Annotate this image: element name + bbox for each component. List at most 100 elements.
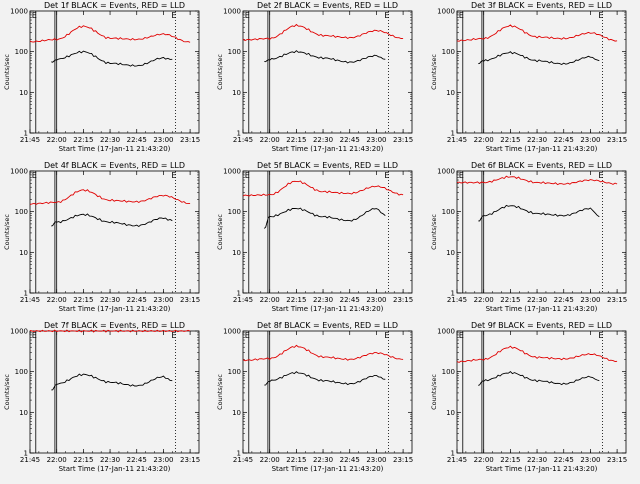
detector-panel-4: Det 4f BLACK = Events, RED = LLD 1 10 100 10… [0, 160, 213, 320]
plot-frame [456, 170, 627, 294]
y-tick-label: 1000 [10, 328, 28, 336]
y-tick-label: 1 [237, 130, 241, 138]
x-tick-label: 21:45 [20, 296, 40, 304]
y-tick-label: 1 [24, 450, 28, 458]
events-series-line [264, 50, 386, 64]
y-tick-label: 1000 [437, 168, 455, 176]
lld-series-line [29, 329, 191, 333]
detector-panel-2: Det 2f BLACK = Events, RED = LLD 1 10 100 10… [213, 0, 426, 160]
events-series-line [263, 207, 386, 229]
x-tick-label: 21:45 [447, 456, 467, 464]
y-axis-label: Counts/sec [3, 214, 11, 250]
x-axis-label: Start Time (17-Jan-11 21:43:20) [486, 465, 598, 473]
x-tick-label: 22:00 [474, 456, 494, 464]
x-tick-label: 23:00 [153, 456, 173, 464]
detector-panel-9: Det 9f BLACK = Events, RED = LLD 1 10 100 10… [427, 320, 640, 480]
event-marker-label: E [171, 171, 176, 180]
y-tick-label: 1000 [437, 328, 455, 336]
y-axis-label: Counts/sec [216, 374, 224, 410]
x-tick-label: 22:15 [500, 456, 520, 464]
y-tick-label: 10 [446, 409, 455, 417]
events-series-line [478, 204, 600, 222]
x-tick-label: 22:00 [47, 296, 67, 304]
detector-chart-3: Det 3f BLACK = Events, RED = LLD 1 10 100 10… [430, 1, 627, 153]
x-tick-label: 21:45 [233, 456, 253, 464]
y-tick-label: 100 [15, 368, 28, 376]
x-tick-label: 22:30 [313, 136, 333, 144]
y-tick-label: 100 [228, 48, 241, 56]
x-tick-label: 23:15 [607, 296, 627, 304]
detector-panel-7: Det 7f BLACK = Events, RED = LLD 1 10 100 10… [0, 320, 213, 480]
detector-panel-5: Det 5f BLACK = Events, RED = LLD 1 10 100 10… [213, 160, 426, 320]
chart-title: Det 6f BLACK = Events, RED = LLD [471, 161, 612, 170]
x-tick-label: 22:00 [474, 136, 494, 144]
x-tick-label: 23:00 [580, 136, 600, 144]
y-tick-label: 1 [237, 450, 241, 458]
x-tick-label: 23:00 [366, 296, 386, 304]
x-tick-label: 22:15 [73, 136, 93, 144]
x-axis-label: Start Time (17-Jan-11 21:43:20) [272, 305, 384, 313]
x-tick-label: 22:45 [340, 136, 360, 144]
x-tick-label: 22:15 [286, 296, 306, 304]
y-tick-label: 1 [24, 290, 28, 298]
lld-series-line [242, 23, 404, 42]
y-axis-label: Counts/sec [3, 374, 11, 410]
x-tick-label: 22:30 [100, 136, 120, 144]
y-tick-label: 1 [237, 290, 241, 298]
x-tick-label: 22:30 [527, 296, 547, 304]
x-tick-label: 23:15 [180, 456, 200, 464]
plot-frame [456, 330, 627, 454]
detector-chart-4: Det 4f BLACK = Events, RED = LLD 1 10 100 10… [3, 161, 200, 313]
x-tick-label: 21:45 [447, 296, 467, 304]
event-marker-label: E [598, 11, 603, 20]
x-axis-label: Start Time (17-Jan-11 21:43:20) [272, 145, 384, 153]
x-tick-label: 22:00 [260, 296, 280, 304]
plot-frame [242, 170, 413, 294]
x-tick-label: 22:45 [340, 456, 360, 464]
x-tick-label: 21:45 [233, 296, 253, 304]
x-axis-label: Start Time (17-Jan-11 21:43:20) [272, 465, 384, 473]
plot-frame [456, 10, 627, 134]
chart-title: Det 9f BLACK = Events, RED = LLD [471, 321, 612, 330]
y-tick-label: 100 [15, 48, 28, 56]
event-marker-label: E [384, 11, 389, 20]
lld-series-line [242, 344, 404, 362]
x-axis-label: Start Time (17-Jan-11 21:43:20) [59, 305, 171, 313]
x-tick-label: 22:30 [100, 456, 120, 464]
x-tick-label: 22:45 [554, 456, 574, 464]
y-tick-label: 1 [451, 450, 455, 458]
event-marker-label: E [384, 171, 389, 180]
x-tick-label: 23:15 [393, 136, 413, 144]
event-marker-label: E [245, 171, 250, 180]
event-marker-label: E [598, 331, 603, 340]
x-axis-label: Start Time (17-Jan-11 21:43:20) [59, 465, 171, 473]
x-tick-label: 22:00 [47, 136, 67, 144]
y-tick-label: 10 [19, 89, 28, 97]
y-tick-label: 1 [24, 130, 28, 138]
x-tick-label: 21:45 [20, 136, 40, 144]
y-tick-label: 100 [442, 208, 455, 216]
x-tick-label: 22:45 [340, 296, 360, 304]
y-axis-label: Counts/sec [430, 54, 438, 90]
plot-frame [242, 10, 413, 134]
y-tick-label: 10 [446, 249, 455, 257]
events-series-line [264, 371, 386, 386]
chart-title: Det 4f BLACK = Events, RED = LLD [44, 161, 185, 170]
x-tick-label: 23:15 [180, 296, 200, 304]
y-tick-label: 100 [15, 208, 28, 216]
events-series-line [478, 371, 600, 386]
x-tick-label: 22:30 [527, 456, 547, 464]
y-axis-label: Counts/sec [430, 214, 438, 250]
x-tick-label: 23:00 [153, 136, 173, 144]
x-tick-label: 23:00 [153, 296, 173, 304]
x-tick-label: 23:00 [366, 456, 386, 464]
x-tick-label: 22:45 [127, 136, 147, 144]
x-tick-label: 22:15 [286, 456, 306, 464]
events-series-line [51, 50, 173, 67]
x-tick-label: 23:15 [393, 456, 413, 464]
y-tick-label: 10 [232, 249, 241, 257]
x-tick-label: 23:00 [366, 136, 386, 144]
events-series-line [51, 373, 173, 391]
detector-chart-7: Det 7f BLACK = Events, RED = LLD 1 10 100 10… [3, 321, 200, 473]
